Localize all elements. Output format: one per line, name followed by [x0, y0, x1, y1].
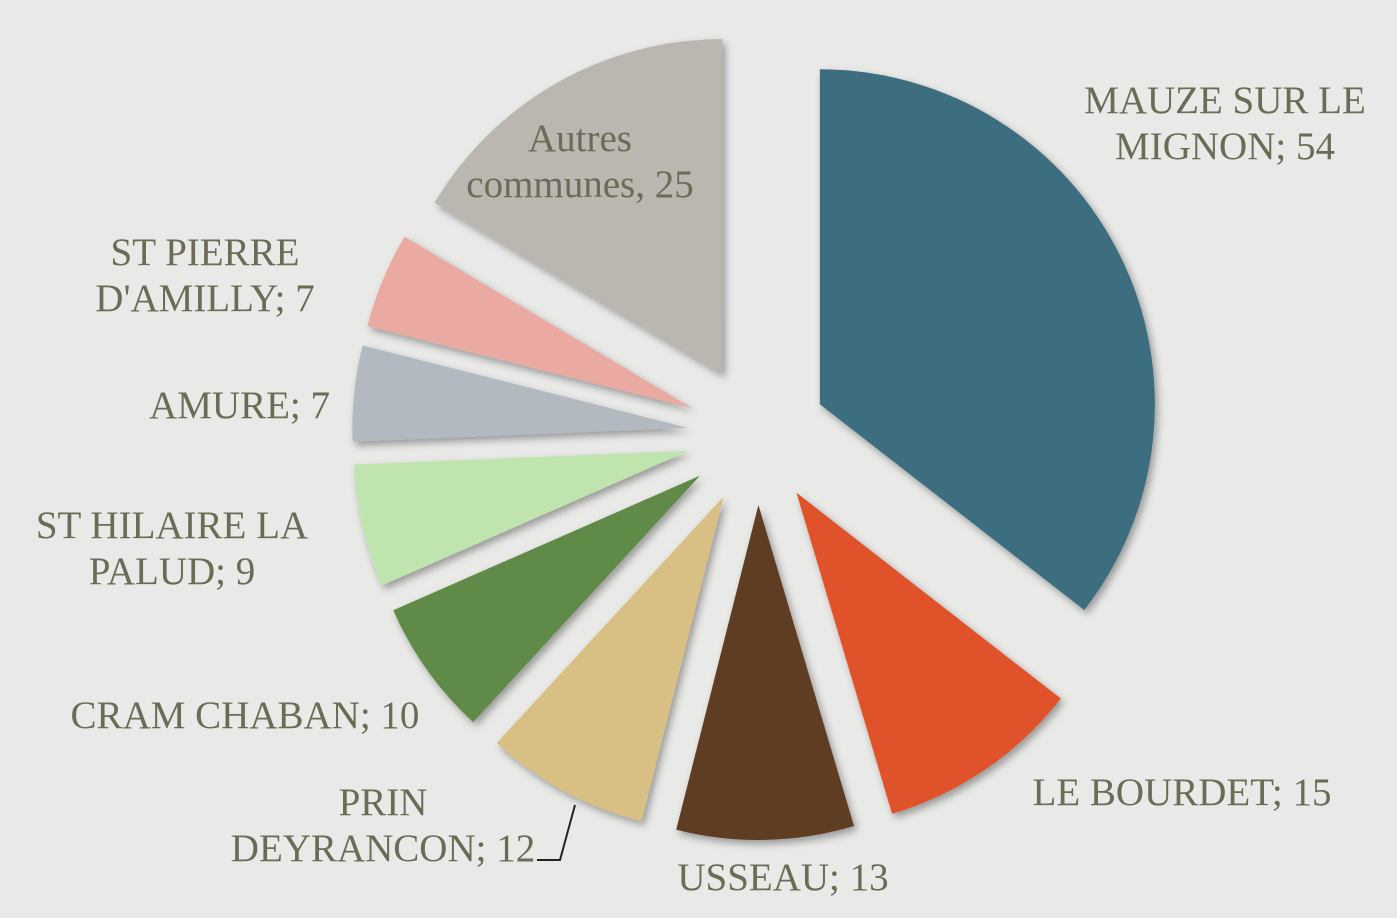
pie-slice — [393, 475, 701, 723]
slices — [352, 39, 1155, 840]
data-label: Autres communes, 25 — [466, 117, 694, 206]
pie-slice — [796, 492, 1061, 814]
data-label: AMURE; 7 — [149, 384, 330, 427]
data-label: ST PIERRE D'AMILLY; 7 — [95, 231, 315, 320]
data-label: ST HILAIRE LA PALUD; 9 — [35, 504, 309, 593]
data-label: LE BOURDET; 15 — [1032, 771, 1332, 814]
pie-slice — [367, 236, 693, 409]
pie-slice — [434, 39, 723, 375]
pie-slice — [676, 504, 855, 840]
leader-line — [537, 804, 576, 861]
pie-slice — [354, 450, 689, 586]
data-label: PRIN DEYRANCON; 12 — [230, 781, 536, 870]
pie-slice — [352, 345, 688, 442]
data-label: MAUZE SUR LE MIGNON; 54 — [1084, 79, 1366, 168]
data-label: USSEAU; 13 — [677, 856, 889, 899]
pie-slice — [496, 496, 724, 822]
pie-slice — [819, 69, 1155, 611]
data-label: CRAM CHABAN; 10 — [70, 694, 420, 737]
